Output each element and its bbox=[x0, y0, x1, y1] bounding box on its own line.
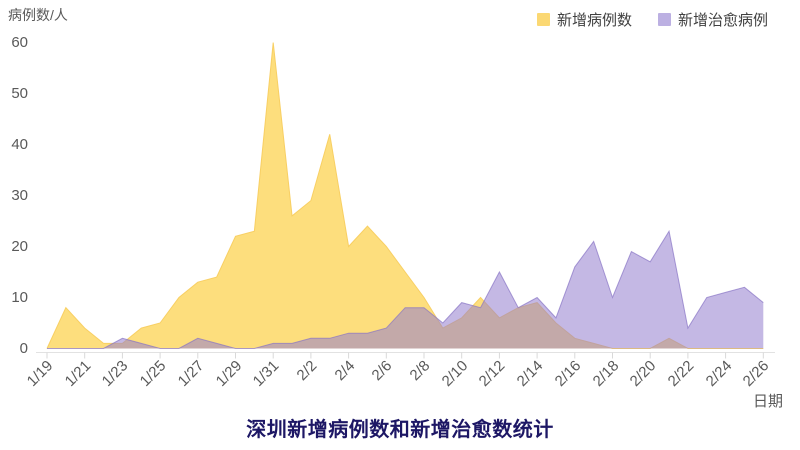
y-tick-label: 20 bbox=[11, 237, 28, 255]
y-axis-title: 病例数/人 bbox=[8, 7, 68, 23]
x-axis-title: 日期 bbox=[753, 393, 784, 410]
y-tick-label: 60 bbox=[11, 33, 28, 51]
legend-item-new-cases: 新增病例数 bbox=[536, 9, 632, 30]
legend-label-new-cases: 新增病例数 bbox=[556, 12, 632, 29]
legend-swatch-new-cases bbox=[536, 13, 550, 26]
y-tick-label: 40 bbox=[11, 135, 28, 153]
legend: 新增病例数 新增治愈病例 bbox=[536, 9, 768, 30]
area-series-1 bbox=[47, 231, 764, 349]
y-tick-label: 30 bbox=[11, 186, 28, 204]
y-tick-label: 10 bbox=[11, 288, 28, 306]
legend-item-new-cured: 新增治愈病例 bbox=[657, 9, 768, 30]
y-tick-label: 0 bbox=[19, 339, 28, 357]
legend-label-new-cured: 新增治愈病例 bbox=[677, 12, 768, 29]
area-edge-1 bbox=[47, 229, 764, 349]
area-series-0 bbox=[47, 42, 764, 349]
y-tick-label: 50 bbox=[11, 84, 28, 102]
legend-swatch-new-cured bbox=[657, 13, 671, 26]
chart-title: 深圳新增病例数和新增治愈数统计 bbox=[246, 419, 554, 441]
